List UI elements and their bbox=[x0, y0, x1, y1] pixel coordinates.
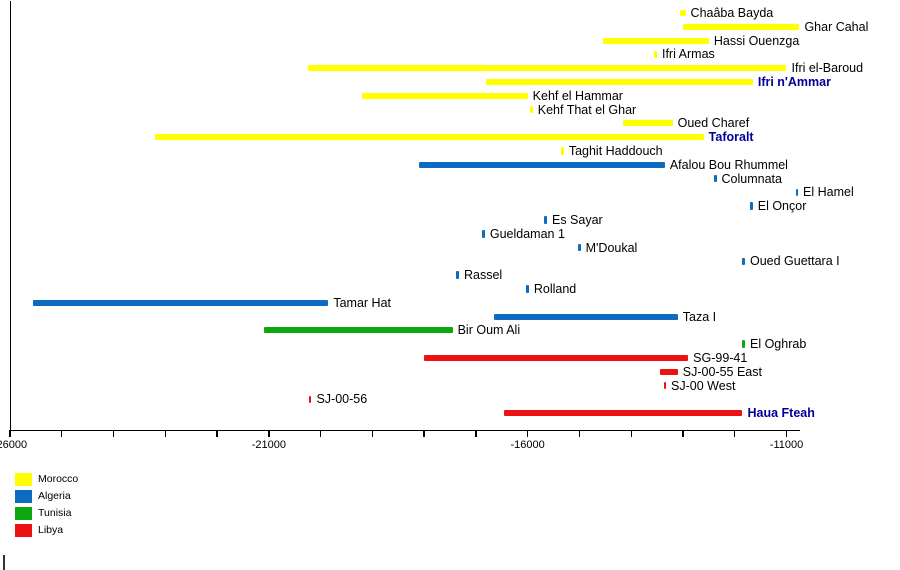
x-axis-tick bbox=[319, 430, 322, 437]
x-axis-tick bbox=[630, 430, 632, 437]
site-point-marker bbox=[526, 285, 529, 293]
site-label: SJ-00-56 bbox=[316, 392, 368, 407]
legend-color-swatch bbox=[15, 473, 32, 486]
site-range-bar bbox=[494, 313, 678, 320]
site-range-bar bbox=[424, 355, 689, 361]
x-axis-tick-label: -11000 bbox=[769, 439, 804, 451]
legend-color-swatch bbox=[15, 507, 32, 520]
site-point-marker bbox=[544, 216, 547, 224]
site-label: Kehf That el Ghar bbox=[537, 102, 637, 117]
site-label: Kehf el Hammar bbox=[532, 88, 623, 103]
site-range-bar bbox=[307, 65, 787, 72]
site-label: El Onçor bbox=[757, 199, 807, 214]
x-axis-tick bbox=[112, 430, 115, 437]
x-axis-tick bbox=[734, 430, 736, 437]
site-range-bar bbox=[486, 79, 753, 85]
x-axis-tick bbox=[164, 430, 166, 437]
site-label: Ifri n'Ammar bbox=[757, 75, 831, 89]
x-axis-tick bbox=[9, 430, 11, 437]
site-label: Taza I bbox=[682, 309, 717, 324]
site-range-bar bbox=[623, 120, 673, 127]
x-axis-tick bbox=[578, 430, 581, 437]
site-range-bar bbox=[504, 410, 743, 417]
site-label: Ifri el-Baroud bbox=[791, 61, 864, 76]
legend-label: Libya bbox=[38, 524, 64, 536]
site-label: Ifri Armas bbox=[661, 47, 715, 62]
site-range-bar bbox=[680, 10, 686, 16]
site-label: Afalou Bou Rhummel bbox=[669, 157, 788, 172]
site-point-marker bbox=[482, 230, 485, 238]
site-label: Haua Fteah bbox=[747, 406, 815, 421]
site-label: Columnata bbox=[721, 171, 782, 186]
site-point-marker bbox=[530, 105, 533, 114]
site-label: SJ-00-55 East bbox=[682, 364, 762, 379]
legend-label: Algeria bbox=[38, 490, 71, 502]
legend-color-swatch bbox=[15, 524, 32, 537]
site-point-marker bbox=[456, 271, 459, 279]
site-range-bar bbox=[682, 23, 800, 30]
x-axis-tick bbox=[526, 430, 529, 437]
x-axis-tick-label: -26000 bbox=[0, 439, 28, 451]
site-point-marker bbox=[561, 147, 564, 155]
x-axis-tick-label: -16000 bbox=[510, 439, 545, 451]
site-point-marker bbox=[663, 381, 667, 390]
partial-frame-mark bbox=[3, 555, 5, 570]
site-label: Taghit Haddouch bbox=[568, 144, 663, 158]
site-range-bar bbox=[362, 92, 528, 99]
site-point-marker bbox=[750, 202, 753, 210]
site-label: Oued Guettara I bbox=[749, 254, 840, 269]
site-label: Es Sayar bbox=[551, 213, 603, 227]
site-point-marker bbox=[742, 257, 745, 266]
x-axis-tick bbox=[475, 430, 477, 437]
site-label: Ghar Cahal bbox=[804, 19, 869, 34]
site-label: Chaâba Bayda bbox=[690, 6, 774, 20]
site-label: Bir Oum Ali bbox=[457, 323, 521, 338]
site-label: Gueldaman 1 bbox=[489, 226, 565, 241]
site-label: SJ-00 West bbox=[671, 378, 736, 393]
site-point-marker bbox=[795, 188, 799, 197]
site-point-marker bbox=[654, 50, 657, 59]
x-axis-tick bbox=[268, 430, 270, 437]
legend-color-swatch bbox=[15, 490, 32, 503]
x-axis-tick bbox=[785, 430, 788, 437]
site-point-marker bbox=[578, 243, 581, 252]
site-point-marker bbox=[742, 340, 745, 348]
x-axis-tick bbox=[423, 430, 425, 437]
x-axis-tick bbox=[682, 430, 684, 437]
site-point-marker bbox=[308, 395, 312, 404]
x-axis-tick-label: -21000 bbox=[251, 439, 286, 451]
site-range-bar bbox=[33, 299, 329, 306]
site-label: El Oghrab bbox=[749, 337, 807, 352]
site-label: SG-99-41 bbox=[693, 351, 748, 365]
legend-label: Morocco bbox=[38, 473, 79, 485]
site-label: Rassel bbox=[463, 268, 503, 283]
site-range-bar bbox=[418, 161, 665, 168]
x-axis-line bbox=[9, 430, 800, 432]
site-label: Hassi Ouenzga bbox=[713, 33, 800, 48]
legend-label: Tunisia bbox=[38, 507, 72, 519]
site-range-bar bbox=[659, 368, 678, 375]
x-axis-tick bbox=[216, 430, 218, 437]
site-point-marker bbox=[714, 174, 717, 183]
site-label: M'Doukal bbox=[585, 240, 638, 255]
site-label: Oued Charef bbox=[677, 116, 750, 131]
x-axis-tick bbox=[371, 430, 374, 437]
site-range-bar bbox=[154, 134, 704, 141]
site-range-bar bbox=[263, 327, 453, 334]
x-axis-tick bbox=[61, 430, 63, 437]
site-label: El Hamel bbox=[803, 185, 854, 200]
site-label: Taforalt bbox=[708, 130, 754, 145]
site-label: Rolland bbox=[533, 282, 577, 296]
y-axis-line bbox=[9, 1, 11, 431]
site-range-bar bbox=[602, 37, 709, 44]
site-label: Tamar Hat bbox=[333, 295, 392, 310]
